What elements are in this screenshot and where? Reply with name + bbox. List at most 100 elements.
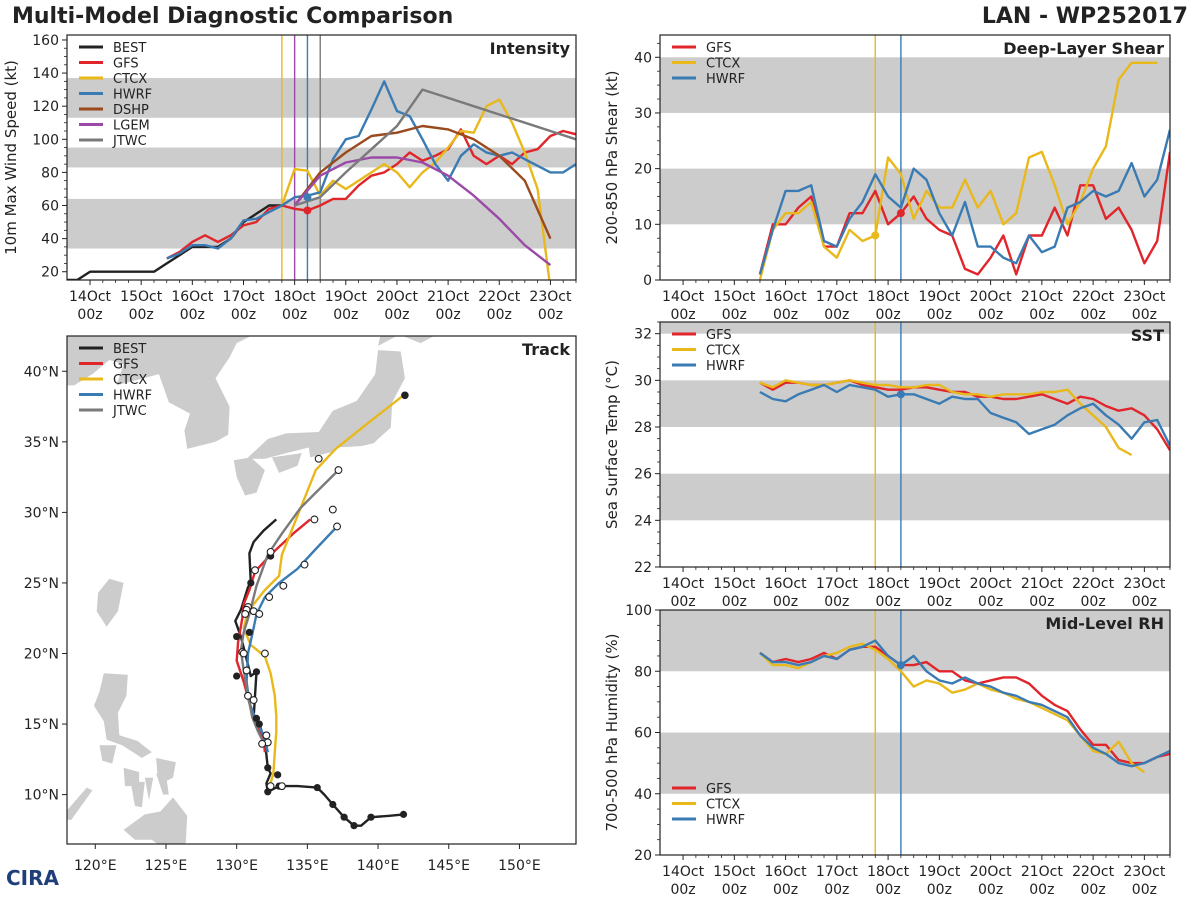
shear-marker-1	[896, 209, 905, 218]
track-forecast-point-16	[265, 593, 274, 602]
land-luzon	[93, 673, 152, 758]
intensity-xtick-hour: 00z	[333, 307, 358, 323]
intensity-series-ctcx	[280, 98, 551, 280]
intensity-ytick-label: 120	[32, 99, 59, 115]
sst-legend-label-hwrf: HWRF	[706, 359, 745, 374]
intensity-panel-title: Intensity	[490, 39, 571, 58]
shear-panel-title: Deep-Layer Shear	[1003, 39, 1164, 58]
land-taiwan	[96, 578, 124, 627]
shear-xtick-hour: 00z	[722, 307, 747, 323]
intensity-xtick-hour: 00z	[231, 307, 256, 323]
rh-ytick-label: 80	[634, 664, 652, 680]
intensity-xtick-hour: 00z	[77, 307, 102, 323]
track-best-point-8	[264, 764, 272, 772]
track-forecast-point-22	[328, 505, 337, 514]
shear-xtick-hour: 00z	[773, 307, 798, 323]
track-xtick-label: 125°E	[145, 858, 188, 874]
track-best-point-10	[255, 720, 263, 728]
rh-xtick-day: 15Oct	[713, 864, 756, 880]
intensity-xtick-hour: 00z	[436, 307, 461, 323]
sst-xtick-day: 21Oct	[1021, 576, 1064, 592]
track-series-jtwc	[239, 469, 340, 746]
track-forecast-point-9	[242, 666, 251, 675]
rh-ytick-label: 40	[634, 787, 652, 803]
sst-legend-label-gfs: GFS	[706, 328, 732, 343]
track-best-point-1	[367, 813, 375, 821]
intensity-xtick-day: 19Oct	[325, 289, 368, 305]
track-best-point-12	[252, 668, 261, 676]
shear-xtick-hour: 00z	[927, 307, 952, 323]
track-best-point-5	[313, 783, 321, 792]
intensity-xtick-hour: 00z	[538, 307, 563, 323]
rh-xtick-day: 20Oct	[970, 864, 1013, 880]
shear-series-gfs	[758, 151, 1170, 276]
shear-xtick-day: 14Oct	[662, 289, 705, 305]
shear-ytick-label: 20	[634, 162, 652, 178]
intensity-xtick-hour: 00z	[282, 307, 307, 323]
land-visayas-leyte	[156, 773, 169, 795]
sst-xtick-day: 19Oct	[918, 576, 961, 592]
rh-marker-0	[896, 661, 905, 670]
sst-frame	[659, 321, 1171, 568]
sst-ytick-label: 28	[634, 420, 652, 436]
shear-xtick-day: 15Oct	[713, 289, 756, 305]
intensity-xtick-hour: 00z	[180, 307, 205, 323]
rh-xtick-hour: 00z	[722, 882, 747, 898]
intensity-ytick-label: 80	[41, 165, 59, 181]
track-panel-title: Track	[522, 340, 570, 359]
shear-ylabel: 200-850 hPa Shear (kt)	[603, 71, 621, 245]
land-china	[67, 336, 251, 449]
intensity-legend-label-ctcx: CTCX	[113, 72, 147, 87]
land-palawan	[67, 787, 93, 820]
rh-band-1	[660, 610, 1170, 672]
land-mindoro	[99, 745, 117, 764]
rh-ytick-label: 20	[634, 848, 652, 864]
intensity-xtick-day: 14Oct	[69, 289, 112, 305]
track-forecast-point-14	[255, 610, 264, 618]
cira-logo: CIRA	[6, 866, 59, 890]
sst-ytick-label: 32	[634, 327, 652, 343]
rh-ytick-label: 100	[625, 603, 652, 619]
shear-band-1	[660, 57, 1170, 113]
intensity-frame	[66, 34, 577, 281]
shear-xtick-hour: 00z	[670, 307, 695, 323]
sst-xtick-hour: 00z	[927, 594, 952, 610]
rh-series-hwrf	[759, 639, 1170, 768]
intensity-xtick-day: 18Oct	[274, 289, 317, 305]
track-frame	[66, 335, 577, 845]
sst-xtick-day: 23Oct	[1123, 576, 1166, 592]
track-legend-label-best: BEST	[113, 342, 146, 357]
intensity-ytick-label: 20	[41, 265, 59, 281]
shear-legend-label-ctcx: CTCX	[706, 57, 740, 72]
track-legend-label-ctcx: CTCX	[113, 373, 147, 388]
intensity-xtick-day: 21Oct	[427, 289, 470, 305]
rh-ytick-label: 60	[634, 726, 652, 742]
intensity-legend-label-hwrf: HWRF	[113, 88, 152, 103]
shear-panel: 0 10 20 30 40 14Oct 00z 15Oct 00z 16Oct 00z 17Oct 00…	[603, 34, 1171, 323]
rh-xtick-day: 18Oct	[867, 864, 910, 880]
track-forecast-point-23	[333, 522, 342, 531]
intensity-legend-label-jtwc: JTWC	[112, 134, 147, 149]
track-forecast-point-19	[251, 566, 259, 575]
track-series-ctcx	[242, 394, 405, 788]
intensity-panel: 20 40 60 80 100 120 140 160 14Oct 00z 15Oct 00z 16Oc…	[2, 33, 577, 323]
sst-panel: 22 24 26 28 30 32 14Oct 00z 15Oct 00z 16Oct 00z 17Oc…	[603, 321, 1171, 610]
rh-xtick-hour: 00z	[927, 882, 952, 898]
sst-xtick-day: 22Oct	[1072, 576, 1115, 592]
sst-ytick-label: 26	[634, 467, 652, 483]
sst-xtick-day: 18Oct	[867, 576, 910, 592]
intensity-xtick-day: 16Oct	[171, 289, 214, 305]
shear-xtick-day: 21Oct	[1021, 289, 1064, 305]
track-forecast-point-13	[241, 610, 250, 618]
track-panel: 120°E 125°E 130°E 135°E 140°E 145°E 150°E 10°N 1…	[24, 335, 577, 874]
rh-xtick-hour: 00z	[1081, 882, 1106, 898]
track-best-point-13	[233, 672, 241, 680]
cira-logo-text: CIRA	[6, 866, 59, 890]
intensity-legend-label-dshp: DSHP	[113, 103, 149, 118]
sst-xtick-day: 20Oct	[970, 576, 1013, 592]
shear-plot-area	[660, 35, 1170, 280]
rh-ylabel: 700-500 hPa Humidity (%)	[603, 633, 621, 831]
